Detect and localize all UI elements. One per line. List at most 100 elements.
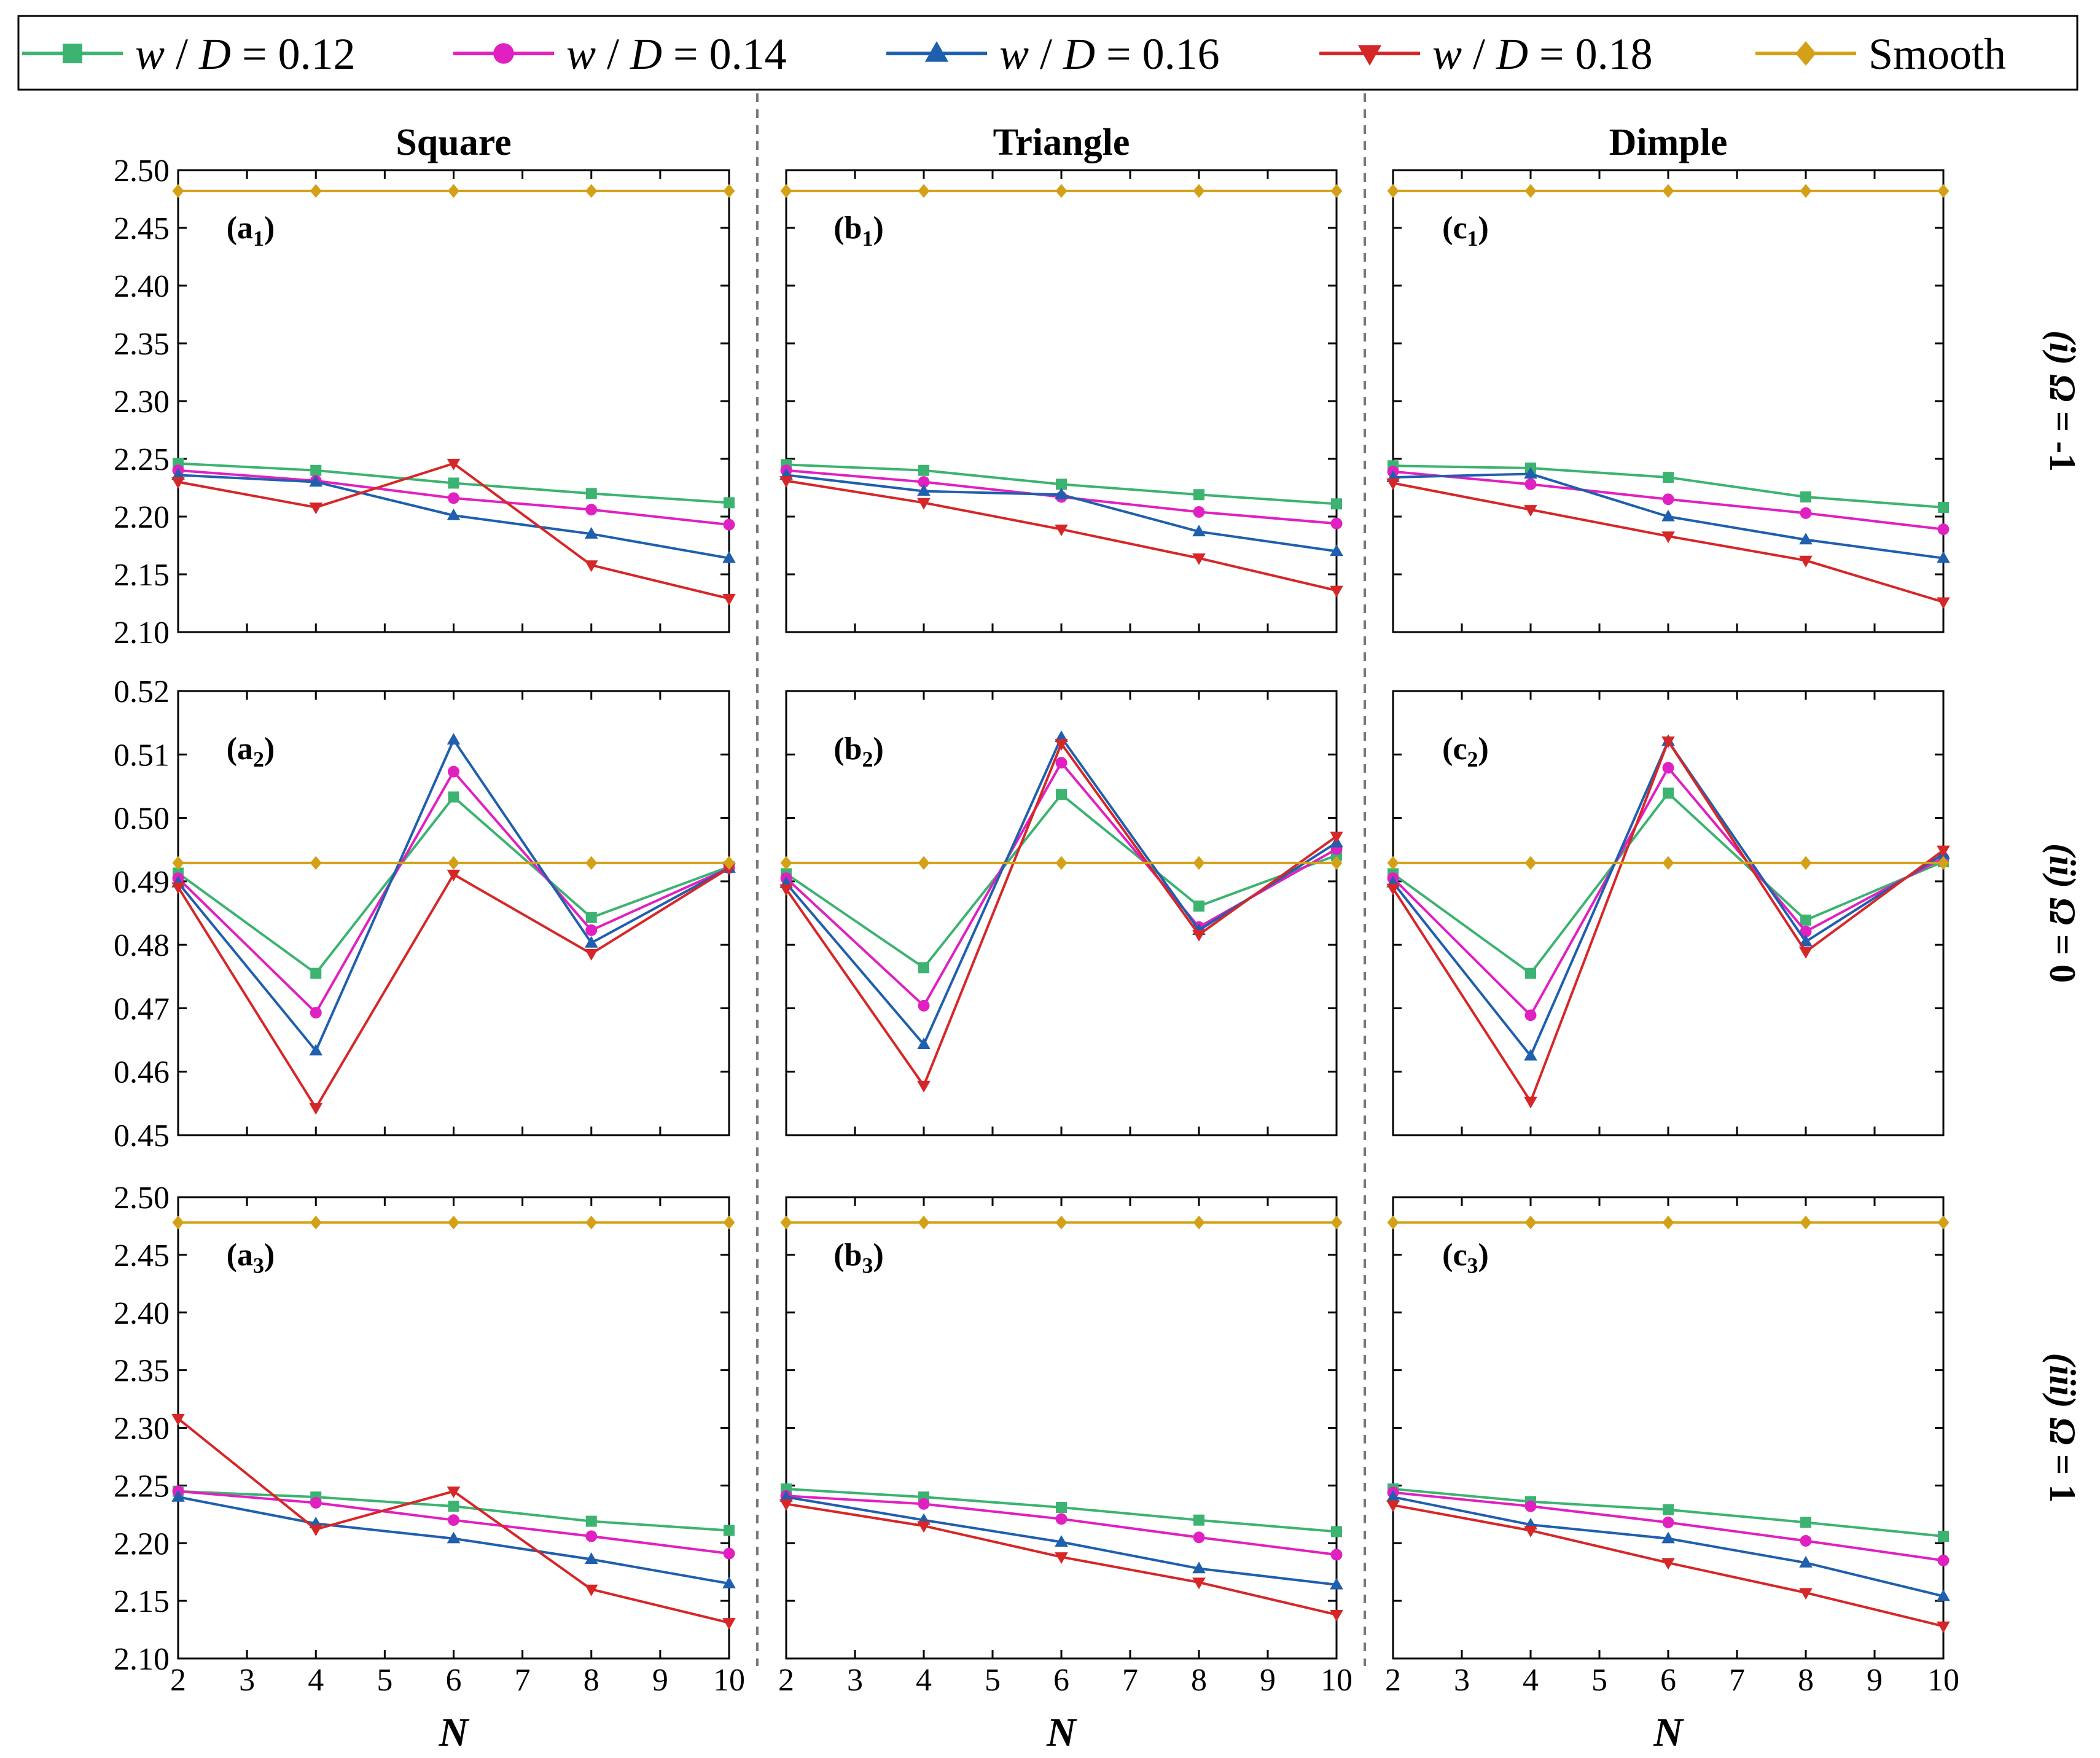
data-point bbox=[917, 1080, 931, 1093]
data-point bbox=[1386, 1490, 1400, 1502]
data-point bbox=[780, 856, 792, 870]
data-point bbox=[1193, 1531, 1205, 1544]
column-title: Square bbox=[396, 122, 511, 163]
data-point bbox=[584, 1584, 598, 1596]
y-tick-label: 2.10 bbox=[114, 615, 170, 650]
data-point bbox=[1524, 184, 1537, 198]
y-tick-label: 0.49 bbox=[114, 865, 170, 900]
data-point bbox=[1800, 856, 1812, 870]
y-tick-label: 2.50 bbox=[114, 154, 170, 189]
data-point bbox=[310, 1007, 322, 1019]
chart-panel: (c2) bbox=[1386, 690, 1950, 1136]
data-point bbox=[584, 936, 598, 948]
data-point bbox=[1055, 184, 1068, 198]
data-point bbox=[1056, 1502, 1067, 1514]
data-point bbox=[918, 476, 930, 488]
panel-label: (c1) bbox=[1442, 211, 1489, 251]
legend: w / D = 0.12 w / D = 0.14 w / D = 0.16 w / … bbox=[17, 15, 2079, 91]
data-point bbox=[448, 856, 459, 870]
data-point bbox=[447, 1486, 461, 1499]
data-point bbox=[1387, 1216, 1399, 1230]
data-point bbox=[1330, 585, 1343, 598]
data-point bbox=[1800, 1535, 1812, 1547]
data-point bbox=[1330, 184, 1343, 198]
data-point bbox=[1662, 1517, 1674, 1528]
y-tick-label: 2.45 bbox=[114, 211, 170, 246]
data-point bbox=[779, 476, 793, 488]
data-point bbox=[1937, 551, 1950, 563]
y-tick-label: 0.47 bbox=[114, 991, 170, 1026]
x-tick-label: 3 bbox=[847, 1663, 863, 1698]
y-tick-label: 2.25 bbox=[114, 1469, 170, 1504]
y-tick-label: 2.25 bbox=[114, 442, 170, 477]
data-point bbox=[1799, 555, 1813, 568]
y-tick-label: 2.40 bbox=[114, 1296, 170, 1331]
x-tick-label: 3 bbox=[1454, 1663, 1470, 1698]
data-point bbox=[309, 475, 323, 487]
data-point bbox=[1661, 509, 1675, 522]
data-point bbox=[1799, 934, 1813, 947]
data-point bbox=[448, 765, 459, 778]
data-point bbox=[1663, 472, 1674, 483]
data-point bbox=[584, 948, 598, 961]
data-point bbox=[447, 458, 461, 471]
row-label: (iii) Ω = 1 bbox=[2042, 1353, 2083, 1503]
data-point bbox=[585, 924, 598, 936]
data-point bbox=[1800, 491, 1811, 503]
data-point bbox=[1799, 533, 1813, 545]
y-tick-label: 2.10 bbox=[114, 1642, 170, 1677]
y-tick-label: 2.35 bbox=[114, 1354, 170, 1389]
data-point bbox=[171, 1490, 185, 1502]
series-line bbox=[1392, 766, 1944, 1017]
data-point bbox=[448, 791, 459, 803]
data-point bbox=[1330, 1610, 1343, 1622]
x-tick-label: 8 bbox=[1798, 1663, 1814, 1698]
data-point bbox=[779, 1499, 793, 1511]
x-tick-label: 5 bbox=[1591, 1663, 1607, 1698]
data-point bbox=[1330, 1549, 1343, 1561]
x-tick-label: 10 bbox=[713, 1663, 745, 1698]
data-point bbox=[1524, 467, 1537, 479]
y-tick-label: 2.45 bbox=[114, 1238, 170, 1273]
data-point bbox=[1524, 1009, 1537, 1022]
data-point bbox=[1192, 1561, 1206, 1574]
data-point bbox=[1192, 1577, 1206, 1590]
data-point bbox=[447, 733, 461, 745]
legend-marker bbox=[63, 44, 82, 63]
data-point bbox=[1192, 553, 1206, 565]
column-title: Triangle bbox=[993, 122, 1130, 163]
series-line bbox=[177, 738, 730, 1052]
series-line bbox=[785, 736, 1338, 1046]
x-tick-label: 5 bbox=[985, 1663, 1001, 1698]
data-point bbox=[171, 477, 185, 489]
x-tick-label: 9 bbox=[652, 1663, 668, 1698]
legend-entry: w / D = 0.14 bbox=[453, 29, 787, 79]
data-point bbox=[1524, 1096, 1537, 1109]
data-point bbox=[722, 1576, 736, 1588]
data-point bbox=[1799, 1588, 1813, 1600]
row-label: (i) Ω = -1 bbox=[2042, 330, 2083, 472]
legend-label: w / D = 0.14 bbox=[566, 29, 787, 79]
data-point bbox=[1937, 1216, 1950, 1230]
data-point bbox=[917, 484, 931, 496]
x-tick-label: 10 bbox=[1321, 1663, 1353, 1698]
data-point bbox=[1193, 856, 1205, 870]
series-line bbox=[785, 793, 1337, 969]
data-point bbox=[1386, 883, 1400, 896]
y-tick-label: 0.48 bbox=[114, 928, 170, 963]
data-point bbox=[1937, 1621, 1950, 1633]
data-point bbox=[918, 1498, 930, 1510]
data-point bbox=[584, 526, 598, 539]
data-point bbox=[1937, 1554, 1950, 1566]
data-point bbox=[310, 856, 322, 870]
data-point bbox=[172, 856, 184, 870]
x-tick-label: 4 bbox=[1523, 1663, 1539, 1698]
data-point bbox=[780, 1216, 792, 1230]
x-tick-label: 5 bbox=[377, 1663, 392, 1698]
data-point bbox=[1330, 1577, 1343, 1590]
y-tick-label: 0.45 bbox=[114, 1119, 170, 1154]
data-point bbox=[1386, 1500, 1400, 1512]
column-title: Dimple bbox=[1609, 122, 1728, 163]
panel-label: (a1) bbox=[227, 211, 275, 251]
data-point bbox=[1661, 1531, 1675, 1544]
